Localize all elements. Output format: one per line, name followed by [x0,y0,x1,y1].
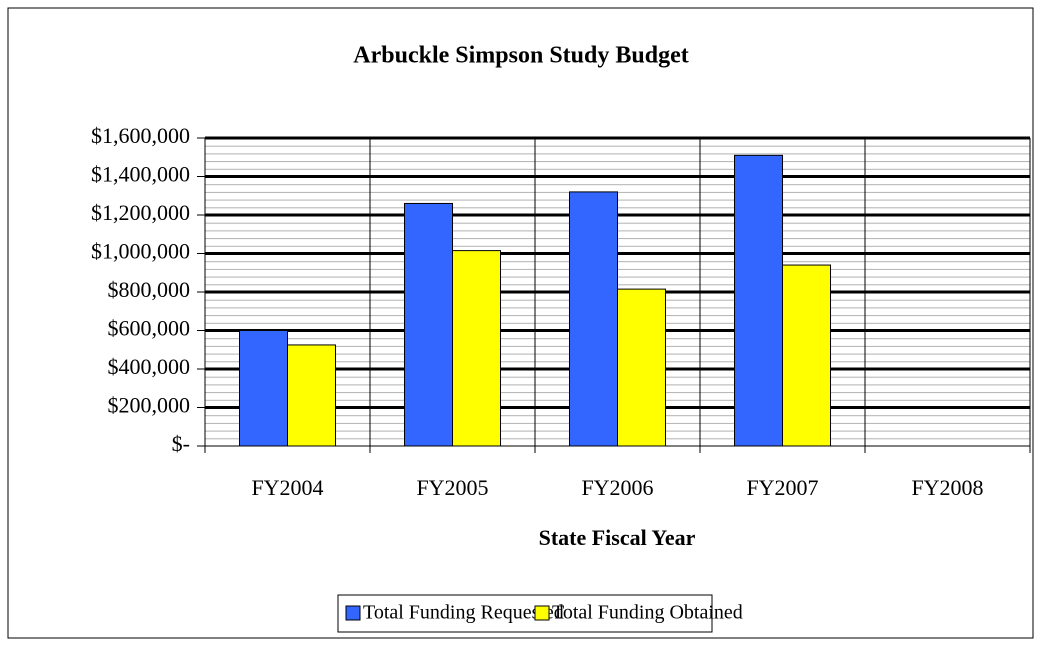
bar [617,288,666,447]
y-tick-label: $400,000 [108,354,191,379]
legend-swatch [345,605,361,621]
bar [404,202,453,447]
y-tick-label: $1,000,000 [91,239,190,264]
bar [734,154,783,447]
x-tick-label: FY2006 [581,475,653,500]
bar [287,344,336,447]
x-tick-label: FY2007 [746,475,818,500]
y-tick-label: $1,200,000 [91,200,190,225]
y-tick-label: $1,400,000 [91,162,190,187]
legend-label: Total Funding Requested [363,602,564,624]
x-tick-label: FY2004 [251,475,323,500]
x-tick-label: FY2008 [911,475,983,500]
bar [569,191,618,447]
chart-title: Arbuckle Simpson Study Budget [353,43,688,69]
legend-swatch [534,605,550,621]
y-tick-label: $- [172,431,190,456]
bar [782,264,831,447]
y-tick-label: $200,000 [108,393,191,418]
y-tick-label: $600,000 [108,316,191,341]
bar [452,250,501,447]
y-tick-label: $1,600,000 [91,123,190,148]
x-tick-label: FY2005 [416,475,488,500]
legend [337,594,713,633]
bar [239,330,288,447]
y-tick-label: $800,000 [108,277,191,302]
legend-label: Total Funding Obtained [552,602,743,624]
x-axis-label: State Fiscal Year [539,525,696,550]
